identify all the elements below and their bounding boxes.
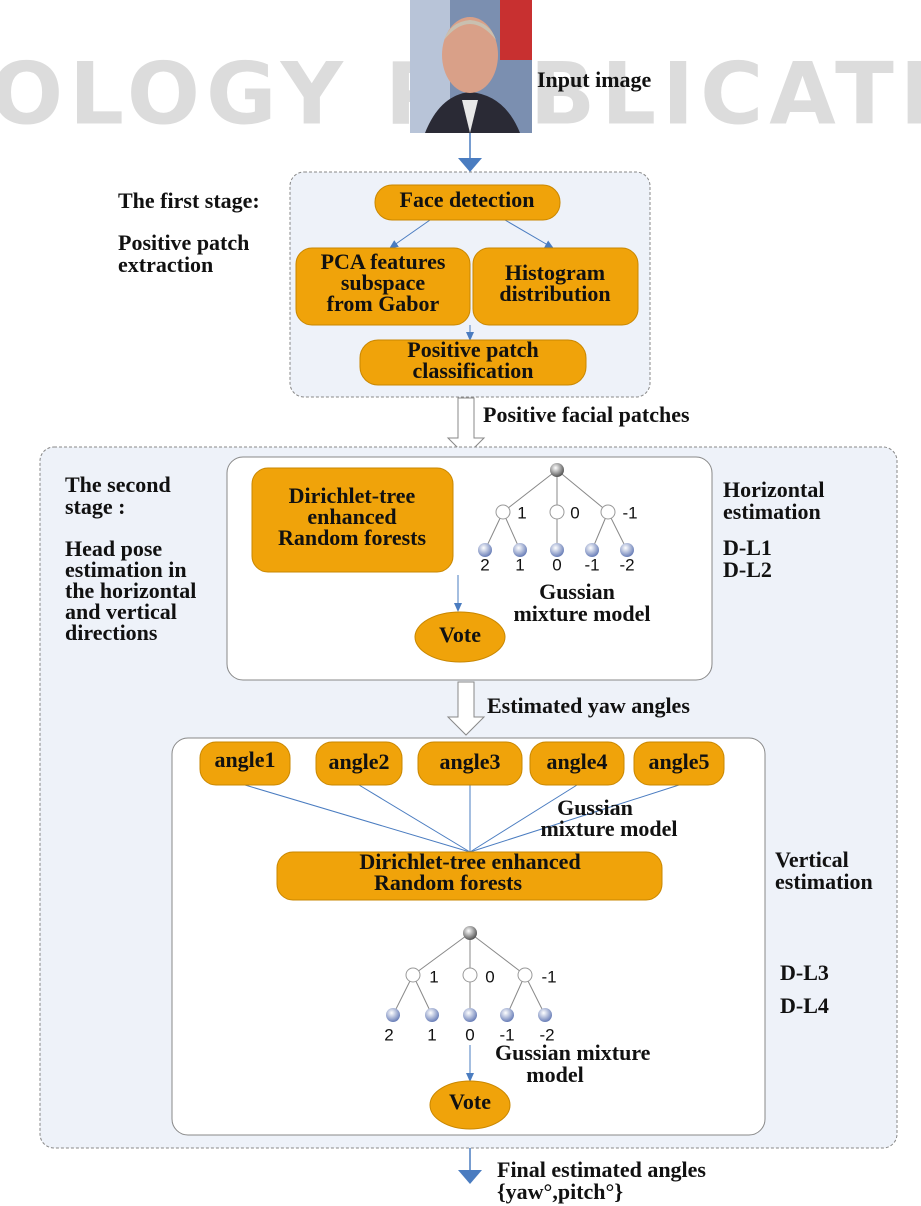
node (359, 339, 587, 386)
level-label: D-L3 (780, 960, 829, 985)
stage2-subtitle: directions (65, 620, 158, 645)
input-image (410, 0, 532, 133)
stage2-subtitle: Head pose (65, 536, 162, 561)
branch-label: 1 (517, 503, 526, 522)
node-label: angle1 (214, 747, 275, 772)
flow-arrow (446, 681, 486, 736)
angle-node (315, 741, 403, 786)
side-label: Vertical (775, 847, 849, 872)
output-label: Final estimated angles (497, 1157, 706, 1182)
tree (478, 463, 634, 557)
leaf-label: 1 (515, 555, 524, 574)
node-label: Dirichlet-tree (289, 483, 416, 508)
leaf-label: 2 (384, 1025, 393, 1044)
node-label: angle5 (648, 749, 709, 774)
stage2-subtitle: estimation in (65, 557, 187, 582)
gmm-label: mixture model (540, 816, 677, 841)
node (295, 247, 471, 326)
side-label: Horizontal (723, 477, 824, 502)
stage2-subtitle: the horizontal (65, 578, 196, 603)
branch-label: 0 (485, 967, 494, 986)
connector (389, 219, 431, 249)
node-label: distribution (499, 281, 610, 306)
stage2-subtitle: and vertical (65, 599, 177, 624)
node-label: from Gabor (327, 291, 440, 316)
node-label: Vote (439, 622, 481, 647)
leaf-label: 2 (480, 555, 489, 574)
node-label: Random forests (278, 525, 427, 550)
branch-label: 0 (570, 503, 579, 522)
side-label: estimation (775, 869, 873, 894)
gmm-label: Gussian mixture (495, 1040, 651, 1065)
branch-label: -1 (541, 967, 556, 986)
stage1-subtitle: extraction (118, 252, 213, 277)
angle-node (633, 741, 725, 786)
leaf-label: -1 (584, 555, 599, 574)
leaf-label: -2 (539, 1025, 554, 1044)
tree (386, 926, 552, 1022)
node-label: Vote (449, 1089, 491, 1114)
side-label: estimation (723, 499, 821, 524)
input-label: Input image (537, 67, 652, 92)
vote-node (414, 611, 506, 663)
leaf-label: 1 (427, 1025, 436, 1044)
node-label: Face detection (400, 187, 535, 212)
node-label: classification (413, 358, 534, 383)
arrow-head (458, 158, 482, 172)
flow-label: Positive facial patches (483, 402, 690, 427)
level-label: D-L1 (723, 535, 772, 560)
stage2-title: The second (65, 472, 171, 497)
branch-label: 1 (429, 967, 438, 986)
node-label: Histogram (505, 260, 605, 285)
flow-label: Estimated yaw angles (487, 693, 690, 718)
node-label: enhanced (307, 504, 396, 529)
node (374, 184, 561, 221)
leaf-label: 0 (552, 555, 561, 574)
arrow-head (458, 1170, 482, 1184)
node-label: angle4 (546, 749, 607, 774)
node-label: angle3 (439, 749, 500, 774)
output-label: {yaw°,pitch°} (497, 1179, 623, 1204)
branch-label: -1 (622, 503, 637, 522)
node (472, 247, 639, 326)
level-label: D-L2 (723, 557, 772, 582)
angle-node (529, 741, 625, 786)
node-label: Positive patch (407, 337, 538, 362)
stage1-subtitle: Positive patch (118, 230, 249, 255)
gmm-label: model (526, 1062, 583, 1087)
leaf-label: 0 (465, 1025, 474, 1044)
node-label: Random forests (374, 870, 523, 895)
leaf-label: -1 (499, 1025, 514, 1044)
connector (504, 219, 554, 249)
gmm-label: mixture model (513, 601, 650, 626)
vote-node (429, 1080, 511, 1130)
node (251, 467, 454, 573)
node-label: subspace (341, 270, 426, 295)
gmm-label: Gussian (557, 795, 633, 820)
node-label: Dirichlet-tree enhanced (359, 849, 580, 874)
leaf-label: -2 (619, 555, 634, 574)
stage2-title: stage : (65, 494, 125, 519)
node-label: PCA features (321, 249, 446, 274)
node (276, 851, 663, 901)
angle-node (199, 741, 291, 786)
stage1-title: The first stage: (118, 188, 260, 213)
angle-node (417, 741, 523, 786)
node-label: angle2 (328, 749, 389, 774)
connectors (244, 784, 680, 853)
level-label: D-L4 (780, 993, 829, 1018)
gmm-label: Gussian (539, 579, 615, 604)
